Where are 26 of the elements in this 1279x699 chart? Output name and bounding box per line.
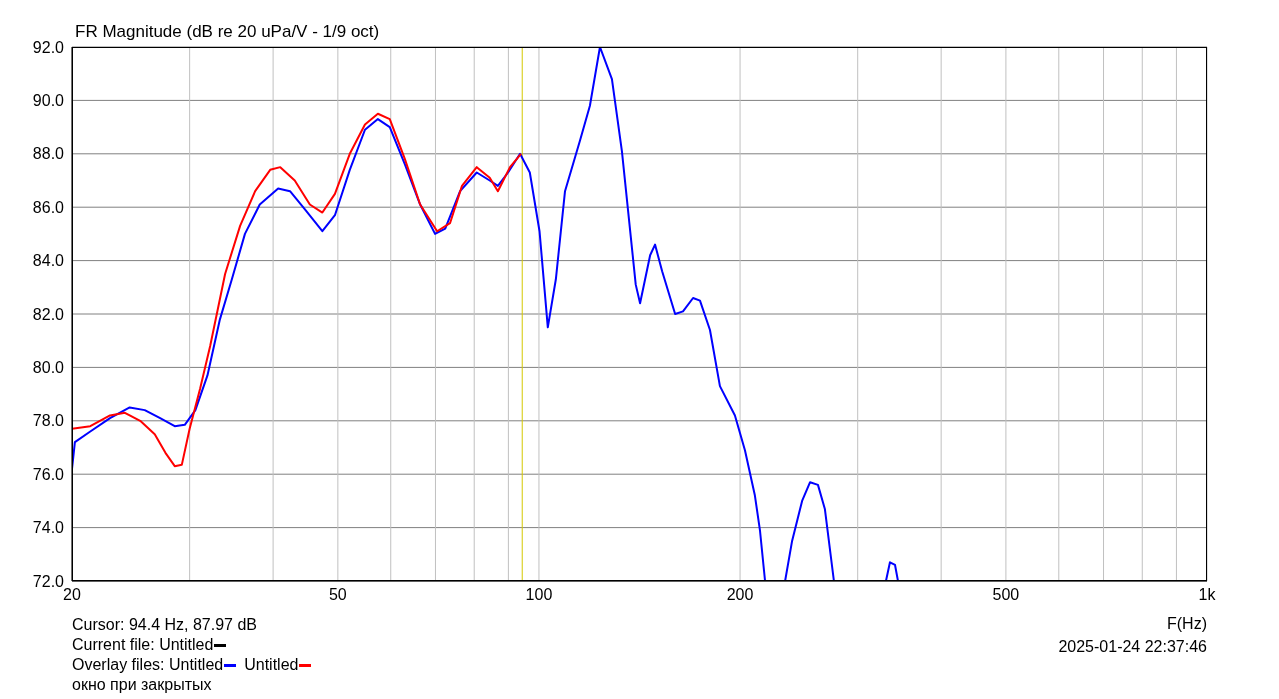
y-tick-label: 90.0 [32, 92, 65, 110]
legend-label: Untitled [168, 656, 225, 673]
y-tick-label: 72.0 [32, 572, 65, 590]
x-tick-label: 50 [328, 586, 347, 604]
x-tick-label: 100 [525, 586, 553, 604]
y-tick-label: 92.0 [32, 38, 65, 56]
y-tick-label: 84.0 [32, 252, 65, 270]
legend-title: Overlay files: [72, 656, 165, 673]
y-tick-label: 88.0 [32, 145, 65, 163]
y-tick-label: 82.0 [32, 305, 65, 323]
text: 2025-01-24 22:37:46 [1058, 638, 1207, 656]
x-tick-label: 500 [992, 586, 1020, 604]
x-tick-label: 1k [1198, 586, 1217, 604]
chart-title: FR Magnitude (dB re 20 uPa/V - 1/9 oct) [75, 22, 380, 42]
y-tick-label: 86.0 [32, 198, 65, 216]
legend-label: Untitled [244, 656, 300, 673]
y-tick-label: 74.0 [32, 519, 65, 537]
y-tick-label: 78.0 [32, 412, 65, 430]
text: окно при закрытых [72, 675, 213, 695]
text: Current file: Untitled [72, 635, 215, 655]
y-tick-label: 76.0 [32, 465, 65, 483]
x-tick-label: 200 [726, 586, 754, 604]
x-tick-label: 20 [63, 586, 81, 604]
x-axis-title: F(Hz) [1167, 615, 1207, 633]
text: Cursor: 94.4 Hz, 87.97 dB [72, 615, 258, 635]
y-tick-label: 80.0 [32, 359, 65, 377]
